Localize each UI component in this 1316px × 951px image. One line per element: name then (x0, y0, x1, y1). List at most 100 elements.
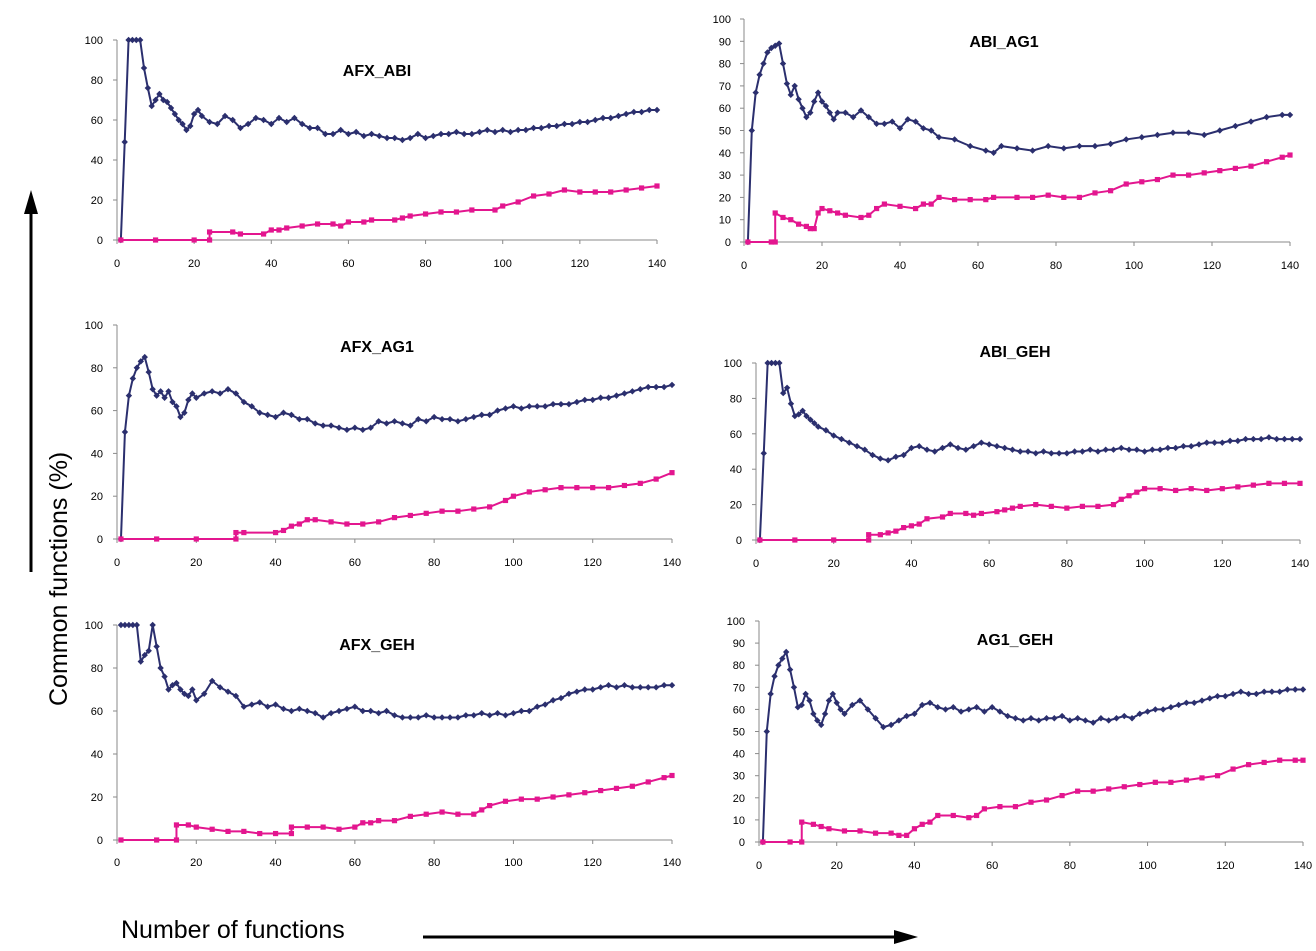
lower-series-point (981, 806, 987, 812)
x-tick-label: 80 (1061, 558, 1073, 570)
upper-series-point (179, 120, 186, 128)
lower-series-point (792, 537, 798, 543)
lower-series-point (336, 826, 342, 832)
upper-series-point (807, 416, 814, 423)
upper-series-point (133, 621, 141, 629)
lower-series-point (788, 217, 794, 223)
upper-series-point (145, 647, 152, 654)
upper-series-point (129, 36, 136, 44)
lower-series-point (530, 193, 537, 199)
lower-series-point (118, 237, 124, 243)
upper-series-point (423, 712, 430, 719)
lower-series-point (669, 772, 675, 779)
upper-series-point (615, 112, 622, 120)
lower-series-point (1168, 779, 1174, 785)
upper-series-point (988, 703, 996, 711)
upper-series-point (343, 426, 351, 434)
upper-series-point (1004, 712, 1011, 720)
upper-series-point (807, 109, 814, 116)
lower-series-point (872, 830, 879, 836)
upper-series-point (919, 701, 926, 709)
lower-series-point (1281, 480, 1288, 486)
lower-series-point (939, 514, 946, 520)
upper-series-point (206, 118, 213, 126)
upper-series-point (125, 621, 133, 629)
lower-series-point (967, 197, 973, 203)
upper-series-point (367, 707, 374, 715)
upper-series-point (1138, 133, 1145, 141)
upper-series-point (818, 98, 826, 105)
upper-series-point (752, 89, 759, 96)
lower-series-point (479, 807, 485, 813)
upper-series-point (272, 701, 279, 708)
upper-series-point (391, 134, 398, 142)
lower-series-point (1090, 788, 1096, 794)
upper-series-point (181, 690, 188, 697)
upper-series-point (1113, 715, 1120, 722)
upper-series-point (954, 444, 962, 452)
upper-series-point (776, 359, 783, 367)
lower-series-point (971, 512, 977, 518)
upper-series-point (760, 60, 767, 67)
x-tick-label: 80 (1064, 860, 1076, 872)
lower-series-point (193, 824, 199, 830)
upper-series-point (538, 124, 545, 132)
upper-series-point (137, 358, 144, 365)
upper-series-point (621, 682, 628, 689)
lower-series-point (654, 183, 660, 189)
chart-panel: 0 20 40 60 80 100 0 20 40 60 80 100 120 140 ABI_GEH (724, 344, 1310, 570)
lower-series-point (1059, 792, 1065, 799)
lower-series-point (1064, 505, 1070, 511)
upper-series-point (129, 621, 137, 629)
upper-series-point (232, 390, 240, 397)
upper-series-point (193, 394, 200, 401)
x-tick-label: 0 (114, 258, 120, 270)
x-tick-label: 20 (831, 860, 843, 872)
lower-series-point (492, 207, 498, 213)
upper-series-point (829, 690, 837, 698)
y-tick-label: 10 (733, 815, 745, 827)
upper-series-point (185, 396, 192, 404)
lower-series-point (1139, 179, 1145, 185)
upper-series-point (275, 114, 283, 122)
lower-series-point (637, 480, 643, 486)
upper-series-point (920, 125, 927, 132)
lower-series-point (1110, 502, 1117, 508)
lower-series-point (904, 832, 910, 838)
y-tick-label: 20 (91, 195, 103, 207)
upper-series-point (423, 418, 430, 425)
chart-title: ABI_AG1 (969, 34, 1038, 51)
upper-series-point (319, 422, 327, 429)
upper-series-point (1257, 435, 1265, 443)
upper-series-point (811, 419, 818, 427)
upper-series-point (129, 375, 137, 382)
lower-series-point (974, 812, 980, 819)
upper-series-point (786, 666, 794, 673)
lower-series-point (233, 529, 239, 536)
upper-series-point (1268, 688, 1276, 695)
y-tick-label: 20 (730, 500, 742, 512)
lower-series-point (471, 506, 477, 512)
upper-series-point (589, 686, 596, 693)
upper-series-point (787, 400, 795, 407)
lower-series-point (1214, 773, 1221, 779)
upper-series-point (1247, 118, 1255, 125)
upper-series-point (561, 120, 568, 128)
lower-series-point (1079, 503, 1085, 509)
lower-series-point (997, 804, 1003, 810)
upper-series-point (873, 120, 880, 128)
upper-series-point (1066, 717, 1074, 724)
upper-series-point (165, 388, 172, 395)
upper-series-point (1144, 708, 1151, 715)
upper-series-point (165, 686, 172, 693)
upper-series-point (637, 684, 644, 691)
upper-series-point (1289, 435, 1296, 443)
upper-series-point (201, 690, 208, 697)
upper-series-point (857, 107, 865, 114)
upper-series-point (1214, 692, 1221, 700)
upper-series-point (962, 446, 970, 453)
y-tick-label: 0 (97, 835, 103, 847)
upper-series-point (125, 36, 132, 44)
upper-series-point (216, 684, 224, 691)
upper-series-point (850, 113, 857, 121)
